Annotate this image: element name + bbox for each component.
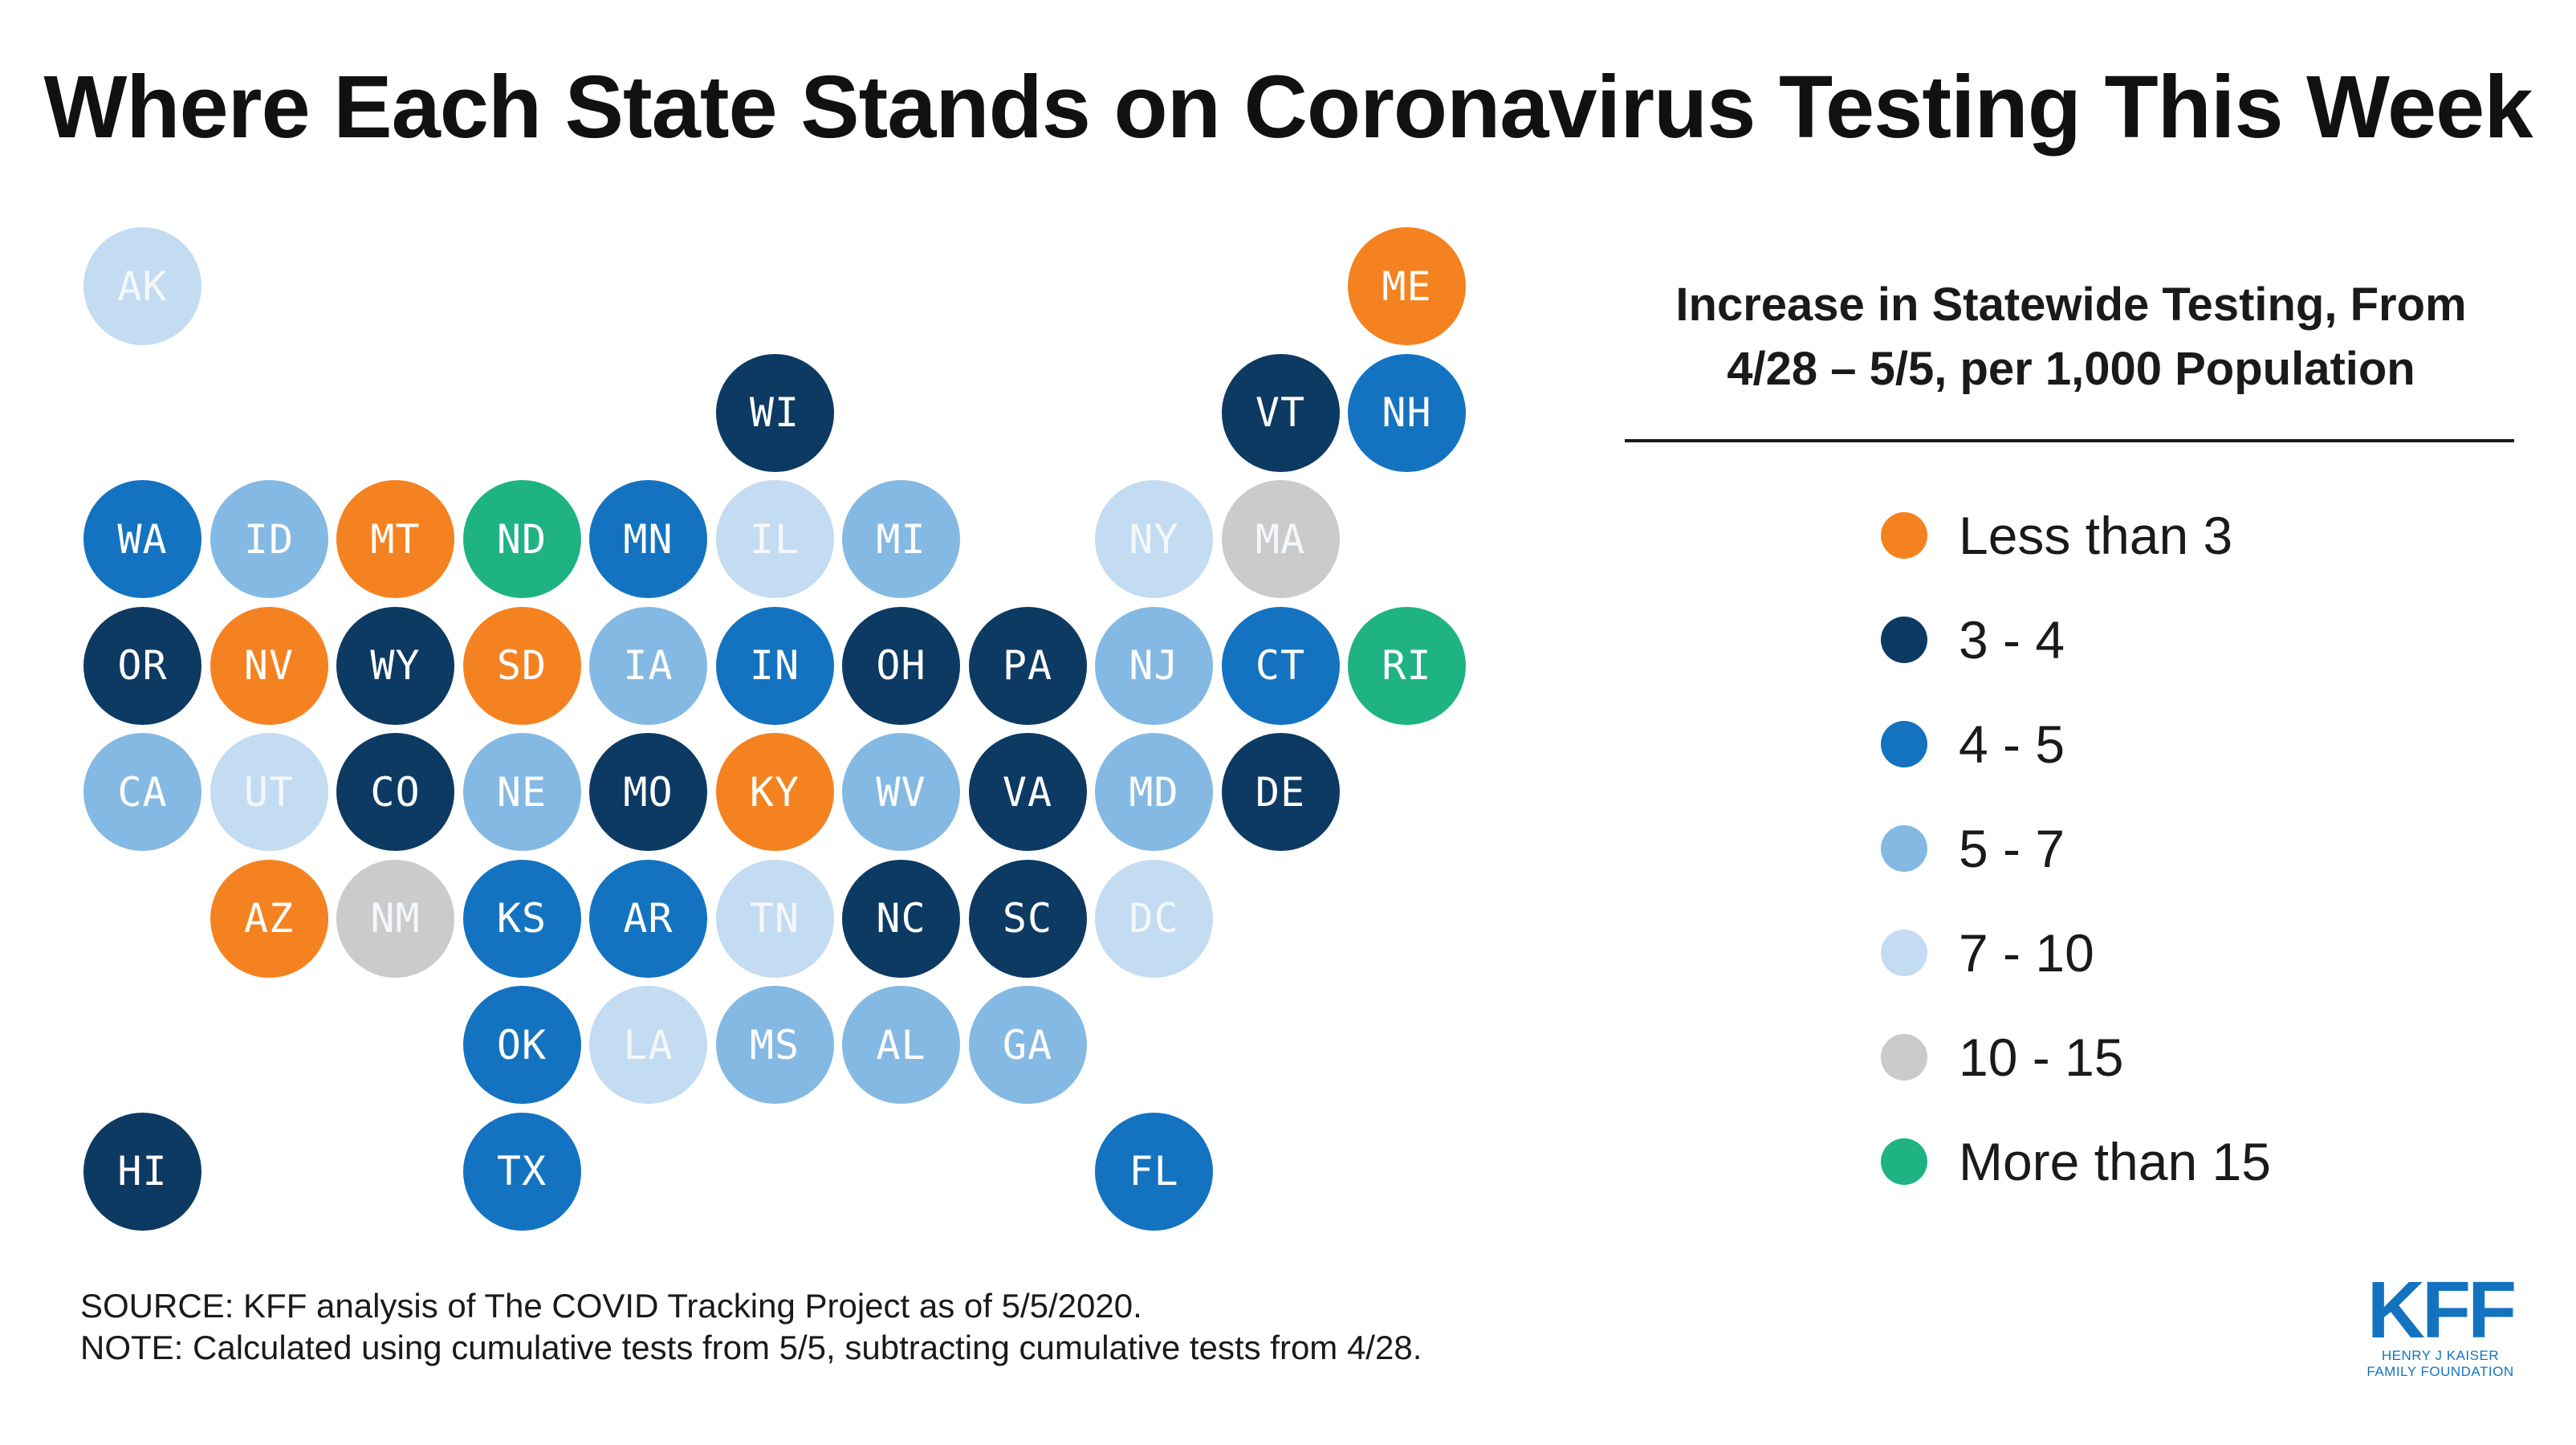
legend-swatch-7-10 <box>1881 930 1927 976</box>
state-nm: NM <box>336 859 454 978</box>
state-tn: TN <box>715 859 834 978</box>
state-mn: MN <box>589 480 707 598</box>
state-ga: GA <box>968 986 1087 1104</box>
state-ca: CA <box>83 733 201 851</box>
legend-label-3-4: 3 - 4 <box>1959 610 2065 670</box>
state-ri: RI <box>1348 606 1466 725</box>
state-me: ME <box>1348 227 1466 345</box>
legend-divider <box>1625 439 2514 442</box>
state-wv: WV <box>842 733 960 851</box>
state-oh: OH <box>842 606 960 725</box>
state-in: IN <box>715 606 834 725</box>
legend-label-more-than-15: More than 15 <box>1959 1132 2271 1191</box>
state-la: LA <box>589 986 707 1104</box>
state-id: ID <box>210 480 328 598</box>
legend-item-7-10: 7 - 10 <box>1881 921 2094 985</box>
legend-item-4-5: 4 - 5 <box>1881 712 2065 776</box>
legend-swatch-more-than-15 <box>1881 1138 1927 1185</box>
legend-label-4-5: 4 - 5 <box>1959 714 2065 774</box>
legend-item-5-7: 5 - 7 <box>1881 816 2065 881</box>
state-tx: TX <box>462 1112 581 1231</box>
state-dc: DC <box>1095 859 1213 978</box>
state-pa: PA <box>968 606 1087 725</box>
state-wy: WY <box>336 606 454 725</box>
state-va: VA <box>968 733 1087 851</box>
kff-logo-mark: KFF <box>2366 1265 2517 1355</box>
state-vt: VT <box>1221 353 1340 472</box>
legend-swatch-10-15 <box>1881 1034 1927 1081</box>
state-ms: MS <box>715 986 834 1104</box>
state-ks: KS <box>462 859 581 978</box>
state-ne: NE <box>462 733 581 851</box>
state-ak: AK <box>83 227 201 345</box>
state-hi: HI <box>83 1112 201 1231</box>
state-or: OR <box>83 606 201 725</box>
legend-item-10-15: 10 - 15 <box>1881 1025 2123 1089</box>
legend-swatch-less-than-3 <box>1881 512 1927 559</box>
state-ct: CT <box>1221 606 1340 725</box>
state-nh: NH <box>1348 353 1466 472</box>
state-nv: NV <box>210 606 328 725</box>
state-al: AL <box>842 986 960 1104</box>
state-mo: MO <box>589 733 707 851</box>
legend-title-line-1: Increase in Statewide Testing, From <box>1675 279 2467 331</box>
legend-swatch-5-7 <box>1881 825 1927 872</box>
calculation-note: NOTE: Calculated using cumulative tests … <box>80 1329 1422 1366</box>
legend-label-10-15: 10 - 15 <box>1959 1028 2124 1087</box>
state-nd: ND <box>462 480 581 598</box>
state-sd: SD <box>462 606 581 725</box>
legend-item-less-than-3: Less than 3 <box>1881 503 2232 568</box>
state-wi: WI <box>715 353 834 472</box>
legend-swatch-4-5 <box>1881 721 1927 767</box>
legend-swatch-3-4 <box>1881 617 1927 663</box>
kff-logo-line-1: HENRY J KAISER <box>2381 1348 2500 1363</box>
state-md: MD <box>1095 733 1213 851</box>
state-nc: NC <box>842 859 960 978</box>
state-sc: SC <box>968 859 1087 978</box>
page-title: Where Each State Stands on Coronavirus T… <box>43 58 2533 157</box>
state-fl: FL <box>1095 1112 1213 1231</box>
kff-logo: KFF HENRY J KAISER FAMILY FOUNDATION <box>2360 1265 2521 1380</box>
state-ny: NY <box>1095 480 1213 598</box>
legend-label-less-than-3: Less than 3 <box>1959 506 2233 565</box>
state-ky: KY <box>715 733 834 851</box>
state-il: IL <box>715 480 834 598</box>
state-ma: MA <box>1221 480 1340 598</box>
state-az: AZ <box>210 859 328 978</box>
state-ut: UT <box>210 733 328 851</box>
state-ar: AR <box>589 859 707 978</box>
state-co: CO <box>336 733 454 851</box>
legend-label-7-10: 7 - 10 <box>1959 923 2094 983</box>
state-mt: MT <box>336 480 454 598</box>
kff-logo-line-2: FAMILY FOUNDATION <box>2366 1364 2514 1379</box>
state-mi: MI <box>842 480 960 598</box>
source-note: SOURCE: KFF analysis of The COVID Tracki… <box>80 1287 1142 1325</box>
legend-item-more-than-15: More than 15 <box>1881 1130 2271 1194</box>
legend-item-3-4: 3 - 4 <box>1881 608 2065 672</box>
legend-title: Increase in Statewide Testing, From 4/28… <box>1622 273 2521 401</box>
state-ia: IA <box>589 606 707 725</box>
state-ok: OK <box>462 986 581 1104</box>
state-nj: NJ <box>1095 606 1213 725</box>
legend-title-line-2: 4/28 – 5/5, per 1,000 Population <box>1727 343 2415 395</box>
legend-label-5-7: 5 - 7 <box>1959 819 2065 878</box>
state-de: DE <box>1221 733 1340 851</box>
state-wa: WA <box>83 480 201 598</box>
